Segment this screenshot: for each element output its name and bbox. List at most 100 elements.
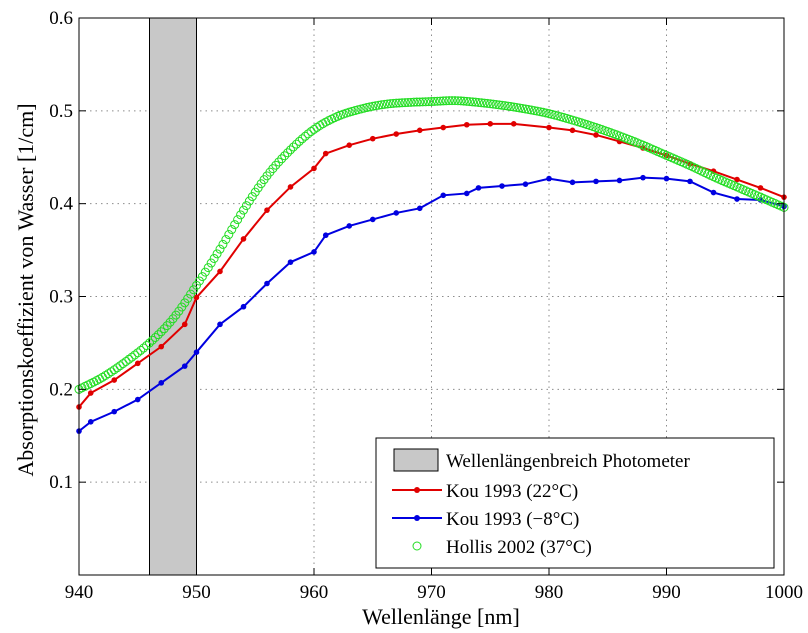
- data-point: [494, 100, 504, 110]
- data-point: [162, 321, 172, 331]
- x-tick-label: 980: [535, 582, 564, 603]
- data-point: [380, 99, 389, 109]
- data-point: [121, 356, 131, 366]
- data-point: [438, 96, 448, 106]
- data-point: [130, 350, 140, 360]
- y-tick-label: 0.3: [49, 287, 73, 308]
- data-point: [203, 263, 213, 273]
- data-point: [159, 324, 169, 334]
- data-point: [435, 96, 445, 106]
- data-point: [474, 97, 483, 107]
- data-point: [212, 249, 222, 259]
- data-point: [463, 190, 470, 197]
- data-point: [315, 120, 325, 130]
- data-point: [374, 100, 384, 110]
- data-point: [412, 97, 422, 107]
- data-point: [447, 96, 457, 106]
- data-point: [416, 205, 423, 212]
- data-point: [521, 104, 530, 114]
- legend-label-kou-22: Kou 1993 (22°C): [446, 481, 578, 502]
- data-point: [476, 98, 486, 108]
- data-point: [286, 145, 295, 155]
- data-point: [532, 106, 542, 116]
- data-point: [264, 280, 270, 287]
- data-point: [133, 348, 143, 358]
- data-point: [482, 98, 492, 108]
- data-point: [427, 97, 436, 107]
- data-point: [509, 102, 519, 112]
- data-point: [497, 100, 507, 110]
- data-point: [186, 289, 196, 299]
- data-point: [391, 98, 401, 108]
- data-point: [271, 160, 281, 170]
- data-point: [200, 267, 210, 277]
- data-point: [230, 220, 240, 230]
- data-point: [156, 327, 166, 337]
- data-point: [197, 272, 207, 282]
- data-point: [441, 96, 451, 106]
- legend-swatch-kou-22: [392, 487, 442, 493]
- data-point: [300, 131, 310, 141]
- series-2: [74, 96, 789, 394]
- data-point: [193, 349, 200, 356]
- data-point: [512, 102, 522, 112]
- data-point: [456, 96, 466, 106]
- data-point: [371, 101, 381, 111]
- x-tick-label: 1000: [765, 582, 803, 603]
- data-point: [465, 97, 475, 107]
- data-point: [303, 129, 313, 139]
- series-1: [76, 174, 787, 434]
- data-point: [118, 359, 128, 369]
- data-point: [158, 343, 165, 350]
- data-point: [403, 97, 413, 107]
- data-point: [393, 131, 400, 137]
- data-point: [87, 390, 94, 396]
- data-point: [440, 192, 447, 199]
- data-point: [150, 332, 160, 342]
- x-tick-label: 940: [65, 582, 94, 603]
- data-point: [734, 196, 740, 202]
- data-point: [240, 236, 247, 242]
- data-point: [710, 189, 717, 196]
- data-point: [640, 174, 646, 181]
- data-point: [139, 343, 149, 353]
- x-tick-label: 960: [300, 582, 329, 603]
- data-point: [593, 132, 599, 138]
- data-point: [183, 294, 193, 304]
- data-point: [221, 234, 231, 244]
- data-point: [244, 196, 254, 206]
- data-point: [147, 335, 157, 345]
- data-point: [450, 96, 460, 106]
- data-point: [569, 127, 576, 134]
- data-point: [487, 121, 494, 127]
- data-point: [112, 363, 122, 373]
- data-point: [311, 249, 317, 255]
- data-point: [503, 101, 513, 111]
- data-point: [287, 184, 294, 190]
- data-point: [394, 98, 404, 108]
- data-point: [518, 103, 528, 113]
- data-point: [385, 99, 395, 109]
- data-point: [400, 98, 410, 108]
- data-point: [377, 100, 387, 110]
- y-axis-label: Absorptionskoeffizient von Wasser [1/cm]: [13, 103, 38, 476]
- data-point: [181, 321, 188, 328]
- legend-label-photometer: Wellenlängenbreich Photometer: [446, 451, 690, 472]
- data-point: [388, 98, 398, 108]
- data-point: [491, 99, 501, 109]
- data-point: [346, 223, 353, 229]
- data-point: [479, 98, 489, 108]
- data-point: [416, 127, 423, 134]
- data-point: [236, 210, 246, 220]
- x-tick-label: 990: [652, 582, 681, 603]
- data-point: [663, 175, 670, 182]
- data-point: [463, 121, 470, 128]
- data-point: [522, 181, 529, 187]
- data-point: [421, 97, 431, 107]
- data-point: [241, 201, 251, 211]
- data-point: [306, 127, 316, 137]
- data-point: [247, 192, 257, 202]
- y-tick-label: 0.1: [49, 472, 73, 493]
- data-point: [111, 408, 118, 415]
- data-point: [369, 216, 376, 223]
